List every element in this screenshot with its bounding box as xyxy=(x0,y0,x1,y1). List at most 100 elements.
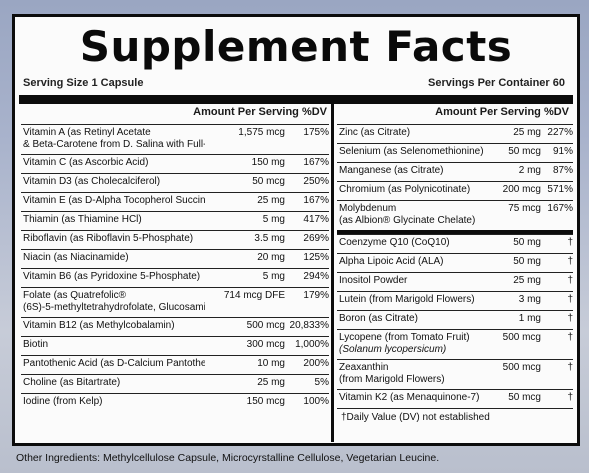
nutrient-name: Vitamin B6 (as Pyridoxine 5-Phosphate) xyxy=(21,271,205,283)
nutrient-row: Vitamin B6 (as Pyridoxine 5-Phosphate) 5 … xyxy=(21,268,329,287)
nutrient-amount: 75 mcg xyxy=(508,203,541,214)
nutrient-daily-value: † xyxy=(567,275,573,286)
nutrient-name: Vitamin A (as Retinyl Acetate & Beta-Caro… xyxy=(21,127,205,151)
nutrient-name-line: Selenium (as Selenomethionine) xyxy=(339,146,484,157)
nutrient-amount: 50 mcg xyxy=(252,176,285,187)
nutrient-name: Choline (as Bitartrate) xyxy=(21,377,205,389)
nutrient-amount: 500 mcg xyxy=(502,362,541,373)
nutrient-daily-value: 167% xyxy=(547,203,573,214)
nutrient-name-line: Inositol Powder xyxy=(339,275,408,286)
nutrient-name-line: (from Marigold Flowers) xyxy=(339,374,445,385)
nutrient-daily-value: 200% xyxy=(303,358,329,369)
nutrient-name: Lutein (from Marigold Flowers) xyxy=(337,294,485,306)
nutrient-daily-value: 227% xyxy=(547,127,573,138)
nutrient-amount: 50 mg xyxy=(513,237,541,248)
nutrient-name-line: (6S)-5-methyltetrahydrofolate, Glucosami… xyxy=(23,302,205,313)
nutrient-name-line: Vitamin D3 (as Cholecalciferol) xyxy=(23,176,161,187)
nutrient-amount: 150 mcg xyxy=(246,396,285,407)
nutrient-amount: 50 mcg xyxy=(508,146,541,157)
column-header-right: Amount Per Serving %DV xyxy=(435,106,569,118)
nutrient-name-line: Vitamin B12 (as Methylcobalamin) xyxy=(23,320,175,331)
nutrient-name: Vitamin B12 (as Methylcobalamin) xyxy=(21,320,205,332)
nutrient-daily-value: † xyxy=(567,332,573,343)
nutrient-name-line: & Beta-Carotene from D. Salina with Full… xyxy=(23,139,205,150)
nutrient-name-line: Pantothenic Acid (as D-Calcium Pantothen… xyxy=(23,358,205,369)
left-nutrient-column: Vitamin A (as Retinyl Acetate & Beta-Caro… xyxy=(21,124,329,412)
nutrient-name-line: Vitamin K2 (as Menaquinone-7) xyxy=(339,392,480,403)
nutrient-row: Zeaxanthin (from Marigold Flowers) 500 mcg… xyxy=(337,359,573,389)
nutrient-name-line: Zinc (as Citrate) xyxy=(339,127,411,138)
nutrient-name: Alpha Lipoic Acid (ALA) xyxy=(337,256,485,268)
nutrient-name-line: Alpha Lipoic Acid (ALA) xyxy=(339,256,444,267)
nutrient-daily-value: 87% xyxy=(552,165,573,176)
nutrient-daily-value: † xyxy=(567,362,573,373)
nutrient-name: Riboflavin (as Riboflavin 5-Phosphate) xyxy=(21,233,205,245)
nutrient-row: Riboflavin (as Riboflavin 5-Phosphate) 3.… xyxy=(21,230,329,249)
label-title: Supplement Facts xyxy=(79,22,513,71)
nutrient-name: Folate (as Quatrefolic® (6S)-5-methyltetr… xyxy=(21,290,205,314)
nutrient-name-line: Niacin (as Niacinamide) xyxy=(23,252,129,263)
nutrient-row: Vitamin E (as D-Alpha Tocopherol Succina… xyxy=(21,192,329,211)
nutrient-daily-value: 1,000% xyxy=(295,339,329,350)
nutrient-row: Lutein (from Marigold Flowers) 3 mg † xyxy=(337,291,573,310)
nutrient-name: Thiamin (as Thiamine HCl) xyxy=(21,214,205,226)
nutrient-row: Biotin 300 mcg 1,000% xyxy=(21,336,329,355)
nutrient-row: Thiamin (as Thiamine HCl) 5 mg 417% xyxy=(21,211,329,230)
nutrient-name-line: Manganese (as Citrate) xyxy=(339,165,444,176)
nutrient-daily-value: 91% xyxy=(552,146,573,157)
nutrient-amount: 3 mg xyxy=(518,294,541,305)
nutrient-row: Selenium (as Selenomethionine) 50 mcg 91% xyxy=(337,143,573,162)
nutrient-name-line: Riboflavin (as Riboflavin 5-Phosphate) xyxy=(23,233,194,244)
nutrient-row: Alpha Lipoic Acid (ALA) 50 mg † xyxy=(337,253,573,272)
nutrient-daily-value: 167% xyxy=(303,157,329,168)
nutrient-amount: 1,575 mcg xyxy=(238,127,285,138)
nutrient-row: Boron (as Citrate) 1 mg † xyxy=(337,310,573,329)
nutrient-daily-value: 125% xyxy=(303,252,329,263)
nutrient-amount: 10 mg xyxy=(257,358,285,369)
nutrient-daily-value: 20,833% xyxy=(289,320,329,331)
nutrient-daily-value: 269% xyxy=(303,233,329,244)
nutrient-amount: 50 mcg xyxy=(508,392,541,403)
nutrient-amount: 5 mg xyxy=(262,271,285,282)
other-ingredient-group: Coenzyme Q10 (CoQ10) 50 mg † Alpha Lipoic A… xyxy=(337,234,573,408)
nutrient-name-line: Vitamin E (as D-Alpha Tocopherol Succina… xyxy=(23,195,205,206)
nutrient-name: Boron (as Citrate) xyxy=(337,313,485,325)
nutrient-amount: 714 mcg DFE xyxy=(223,290,285,301)
nutrient-name: Vitamin E (as D-Alpha Tocopherol Succina… xyxy=(21,195,205,207)
nutrient-daily-value: † xyxy=(567,294,573,305)
footnote-row: †Daily Value (DV) not established xyxy=(337,408,573,427)
nutrient-name-line: Folate (as Quatrefolic® xyxy=(23,290,126,301)
nutrient-name-line: Vitamin A (as Retinyl Acetate xyxy=(23,127,151,138)
nutrient-row: Vitamin D3 (as Cholecalciferol) 50 mcg 250… xyxy=(21,173,329,192)
nutrient-row: Pantothenic Acid (as D-Calcium Pantothen… xyxy=(21,355,329,374)
nutrient-name: Chromium (as Polynicotinate) xyxy=(337,184,485,196)
nutrient-daily-value: 294% xyxy=(303,271,329,282)
nutrient-name: Manganese (as Citrate) xyxy=(337,165,485,177)
nutrient-name: Zinc (as Citrate) xyxy=(337,127,485,139)
nutrient-amount: 300 mcg xyxy=(246,339,285,350)
nutrient-row: Molybdenum (as Albion® Glycinate Chelate)… xyxy=(337,200,573,230)
nutrient-name-line: Vitamin B6 (as Pyridoxine 5-Phosphate) xyxy=(23,271,201,282)
column-divider xyxy=(331,104,334,442)
nutrient-daily-value: † xyxy=(567,237,573,248)
nutrient-daily-value: † xyxy=(567,313,573,324)
nutrient-daily-value: † xyxy=(567,392,573,403)
nutrient-daily-value: 5% xyxy=(314,377,329,388)
nutrient-row: Choline (as Bitartrate) 25 mg 5% xyxy=(21,374,329,393)
nutrient-amount: 1 mg xyxy=(518,313,541,324)
nutrient-daily-value: 417% xyxy=(303,214,329,225)
nutrient-name: Iodine (from Kelp) xyxy=(21,396,205,408)
nutrient-row: Vitamin A (as Retinyl Acetate & Beta-Caro… xyxy=(21,124,329,154)
nutrient-daily-value: 100% xyxy=(303,396,329,407)
nutrient-name-line: Coenzyme Q10 (CoQ10) xyxy=(339,237,450,248)
nutrient-name-line: Choline (as Bitartrate) xyxy=(23,377,121,388)
nutrient-name-line: Lycopene (from Tomato Fruit) xyxy=(339,332,470,343)
nutrient-name-line: Thiamin (as Thiamine HCl) xyxy=(23,214,142,225)
nutrient-amount: 25 mg xyxy=(257,377,285,388)
nutrient-row: Vitamin B12 (as Methylcobalamin) 500 mcg 2… xyxy=(21,317,329,336)
nutrient-name-line: Lutein (from Marigold Flowers) xyxy=(339,294,475,305)
nutrient-name: Niacin (as Niacinamide) xyxy=(21,252,205,264)
nutrient-daily-value: 179% xyxy=(303,290,329,301)
nutrient-name: Zeaxanthin (from Marigold Flowers) xyxy=(337,362,485,386)
nutrient-row: Zinc (as Citrate) 25 mg 227% xyxy=(337,124,573,143)
